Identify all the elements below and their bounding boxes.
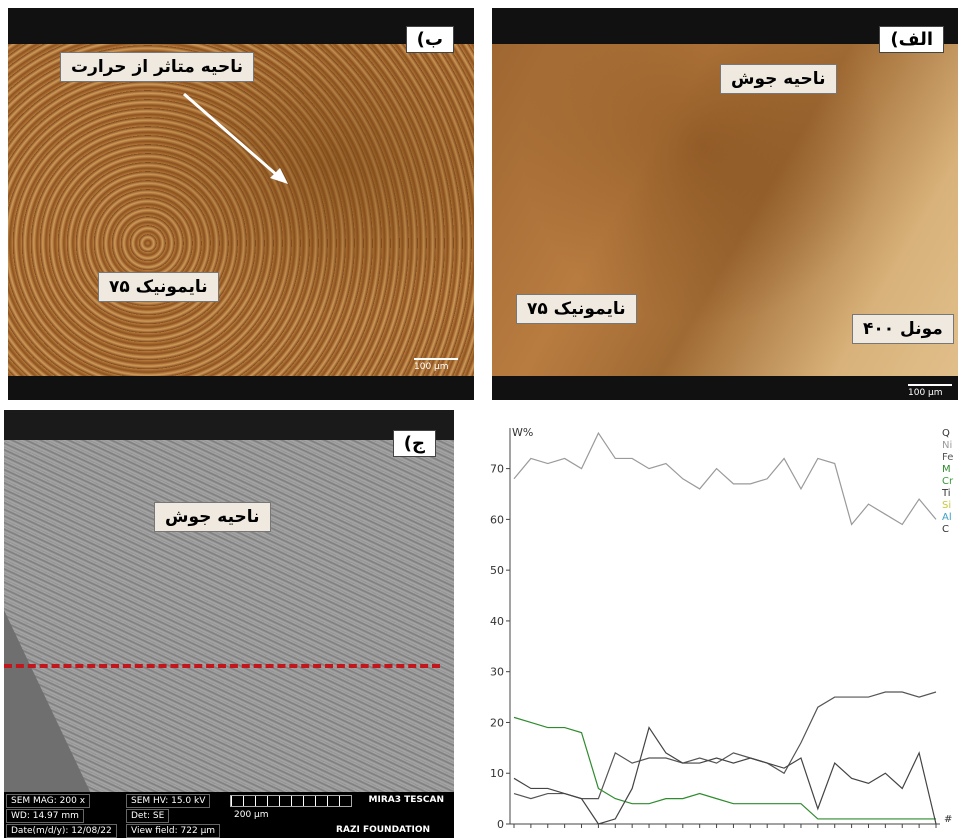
- label-weld: ناحیه جوش: [720, 64, 837, 94]
- y-tick-label: 70: [490, 463, 504, 476]
- legend-entry: Fe: [942, 452, 953, 463]
- base-metal-region: [4, 610, 94, 800]
- sample-edge-top: [4, 410, 454, 440]
- scale-label: 100 μm: [414, 362, 449, 372]
- legend-entry: Ni: [942, 440, 952, 451]
- y-tick-label: 20: [490, 716, 504, 729]
- sem-wd: WD: 14.97 mm: [6, 809, 84, 823]
- scan-line: [4, 664, 440, 668]
- label-nimonic: نایمونیک ۷۵: [98, 272, 219, 302]
- sample-edge-bottom: [492, 376, 958, 400]
- sem-info-bar: SEM MAG: 200 x SEM HV: 15.0 kV WD: 14.97…: [4, 792, 454, 838]
- series-line-cr: [513, 726, 937, 825]
- legend-entry: Q: [942, 428, 950, 439]
- micrograph-panel-b: ب) ناحیه متاثر از حرارت نایمونیک ۷۵ 100 …: [8, 8, 474, 400]
- sem-mag: SEM MAG: 200 x: [6, 794, 91, 808]
- sem-scale-ticks: [230, 795, 352, 807]
- label-monel: مونل ۴۰۰: [852, 314, 954, 344]
- panel-letter-c: ج): [392, 430, 436, 457]
- sem-det: Det: SE: [126, 809, 170, 823]
- x-axis-label: #: [944, 814, 952, 825]
- sem-panel-c: ج) ناحیه جوش SEM MAG: 200 x SEM HV: 15.0…: [4, 410, 454, 838]
- panel-letter-a: الف): [879, 26, 944, 53]
- sem-field: View field: 722 μm: [126, 824, 221, 838]
- legend-entry: Cr: [942, 476, 954, 487]
- scale-label: 100 μm: [908, 388, 943, 398]
- arrow-icon: [183, 92, 288, 184]
- series-line-m: [513, 716, 936, 820]
- label-weld: ناحیه جوش: [154, 502, 271, 532]
- sem-scale: 200 μm: [234, 810, 269, 820]
- scale-bar: 100 μm: [414, 358, 458, 372]
- y-tick-label: 60: [490, 513, 504, 526]
- panel-letter-b: ب): [405, 26, 454, 53]
- micrograph-panel-a: الف) ناحیه جوش نایمونیک ۷۵ مونل ۴۰۰ 100 …: [492, 8, 958, 400]
- legend-entry: Al: [942, 512, 952, 523]
- legend-entry: Si: [942, 500, 951, 511]
- line-scan-chart-panel: 0 10 20 30 40 50 60 70 W% # Q Ni Fe M Cr Ti Si Al C: [470, 410, 964, 838]
- label-haz: ناحیه متاثر از حرارت: [60, 52, 254, 82]
- y-tick-label: 30: [490, 666, 504, 679]
- sem-hv: SEM HV: 15.0 kV: [126, 794, 211, 808]
- y-tick-label: 40: [490, 615, 504, 628]
- sem-date: Date(m/d/y): 12/08/22: [6, 824, 117, 838]
- y-axis-label: W%: [512, 426, 533, 439]
- scale-bar: 100 μm: [908, 384, 952, 398]
- legend-entry: C: [942, 524, 949, 535]
- sem-org: RAZI FOUNDATION: [336, 825, 430, 835]
- sample-edge-top: [8, 8, 474, 44]
- sample-edge-bottom: [8, 376, 474, 400]
- sem-brand: MIRA3 TESCAN: [368, 795, 444, 805]
- legend-entry: Ti: [941, 488, 951, 499]
- y-tick-label: 50: [490, 564, 504, 577]
- series-line-ni: [513, 431, 937, 526]
- y-tick-label: 0: [497, 818, 504, 831]
- legend-entry: M: [942, 464, 951, 475]
- series-line-fe: [513, 691, 937, 800]
- label-nimonic: نایمونیک ۷۵: [516, 294, 637, 324]
- y-tick-label: 10: [490, 767, 504, 780]
